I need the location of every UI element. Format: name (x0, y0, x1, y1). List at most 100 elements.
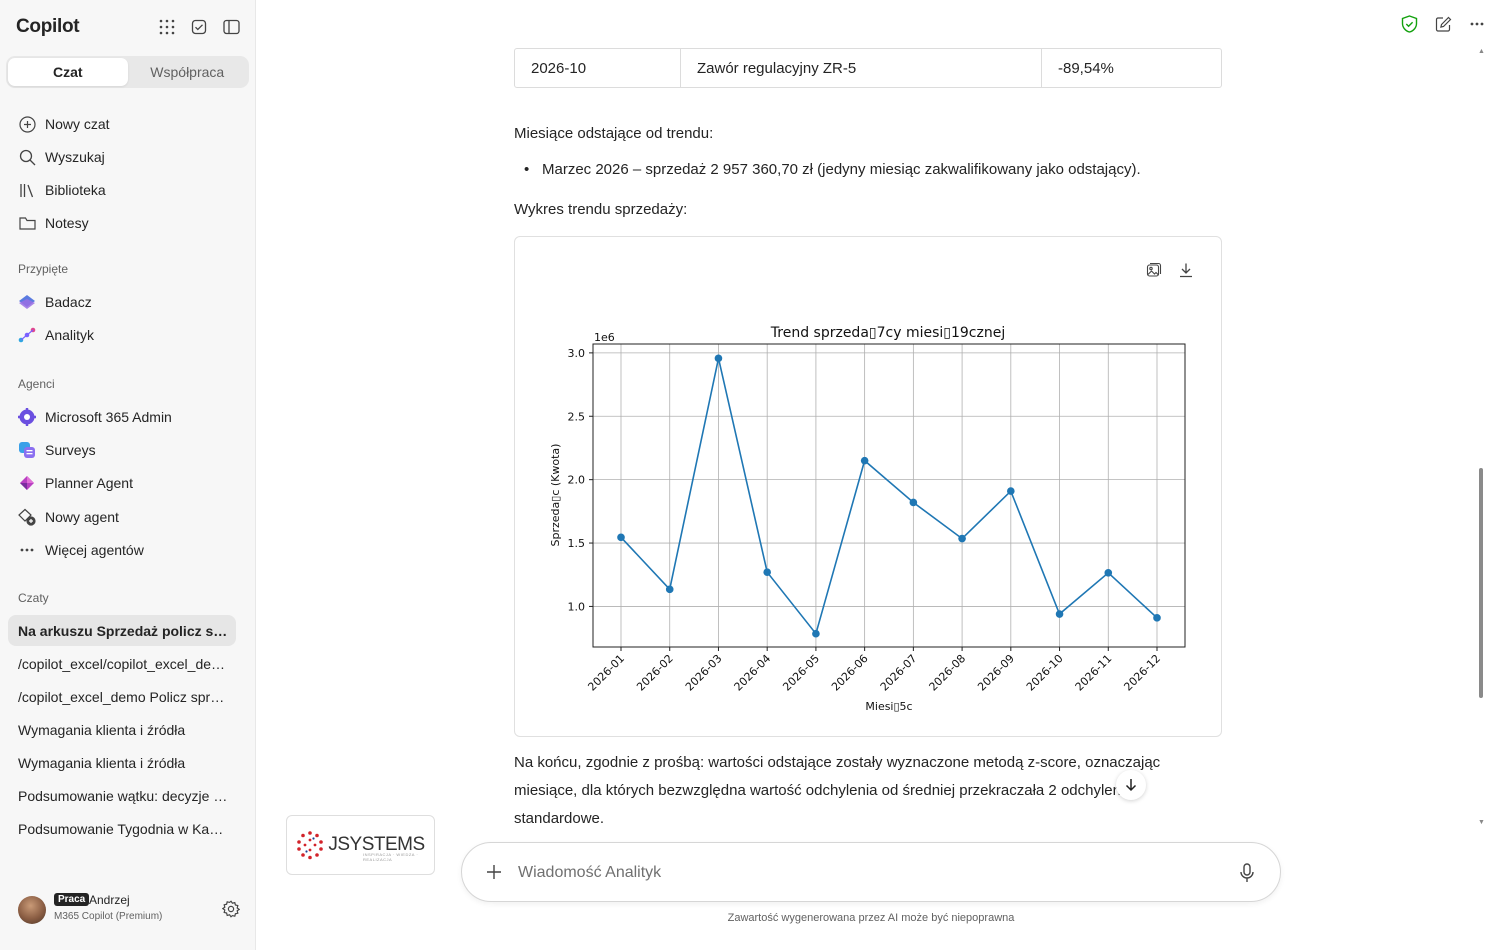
data-point-2026-10 (1055, 610, 1064, 618)
chat-item-title: Wymagania klienta i źródła (18, 754, 186, 771)
table-cell-month: 2026-10 (515, 49, 681, 87)
scrollbar-thumb[interactable] (1479, 468, 1483, 698)
pinned-item-researcher[interactable]: Badacz (8, 287, 236, 317)
data-point-2026-06 (860, 456, 869, 465)
closing-line: miesiące, dla których bezwzględna wartoś… (514, 782, 1133, 799)
chart-frame (592, 343, 1186, 648)
pinned-item-analyst[interactable]: Analityk (8, 320, 236, 350)
logo-text: JSYSTEMS (328, 834, 425, 855)
nav-label: Nowy agent (45, 509, 119, 525)
chat-item[interactable]: Wymagania klienta i źródła (8, 747, 236, 778)
data-point-2026-08 (958, 534, 966, 543)
chart-heading: Wykres trendu sprzedaży: (514, 201, 688, 218)
edit-new-icon[interactable] (1434, 15, 1452, 33)
user-name: Andrzej (89, 893, 130, 907)
chart-card-toolbar (1145, 261, 1195, 279)
apps-grid-icon[interactable] (158, 18, 176, 36)
x-tick-label: 2026-07 (878, 652, 920, 694)
agent-item-m365-admin[interactable]: Microsoft 365 Admin (8, 402, 236, 432)
agent-item-surveys[interactable]: Surveys (8, 435, 236, 465)
closing-line: standardowe. (514, 810, 605, 827)
image-copy-icon[interactable] (1145, 261, 1163, 279)
x-tick-label: 2026-04 (732, 652, 774, 694)
arrow-down-icon (1125, 779, 1137, 792)
pinned-section-label: Przypięte (18, 262, 69, 276)
data-point-2026-01 (617, 533, 625, 542)
mode-switch: Czat Współpraca (6, 56, 249, 88)
data-point-2026-11 (1104, 569, 1113, 577)
chart-offset-label: 1e6 (594, 331, 615, 344)
data-point-2026-04 (763, 568, 771, 577)
sidebar: Copilot Czat Współpraca Nowy czat Wyszuk… (0, 0, 256, 950)
x-axis: 2026-01 2026-02 2026-03 2026-04 2026-05 2026-… (585, 647, 1163, 694)
library-icon (18, 181, 36, 199)
search-icon (18, 148, 36, 166)
agents-section-label: Agenci (18, 377, 55, 391)
surveys-icon (18, 441, 36, 459)
logo-tagline: INSPIRACJA · WIEDZA · REALIZACJA (363, 852, 419, 862)
y-tick-label: 2.5 (568, 410, 586, 423)
message-input[interactable] (518, 859, 1218, 887)
chats-section-label: Czaty (18, 591, 49, 605)
planner-icon (18, 474, 36, 492)
x-tick-label: 2026-01 (585, 652, 627, 694)
chat-item-title: Podsumowanie wątku: decyzje i zadania (18, 787, 230, 804)
x-tick-label: 2026-06 (829, 652, 871, 694)
nav-label: Planner Agent (45, 475, 133, 491)
scroll-to-bottom-button[interactable] (1116, 770, 1146, 800)
settings-gear-icon[interactable] (221, 900, 241, 918)
nav-notebooks[interactable]: Notesy (8, 208, 236, 238)
shield-check-icon[interactable] (1400, 15, 1418, 33)
x-tick-label: 2026-11 (1073, 652, 1115, 694)
tab-czat[interactable]: Czat (8, 58, 128, 86)
header-toolbar (1400, 15, 1486, 33)
download-icon[interactable] (1177, 261, 1195, 279)
chat-item[interactable]: /copilot_excel/copilot_excel_demo (8, 648, 236, 679)
data-point-2026-05 (812, 629, 820, 638)
more-options-icon[interactable] (1468, 15, 1486, 33)
nav-new-chat[interactable]: Nowy czat (8, 109, 236, 139)
sidebar-toolbar (158, 18, 240, 36)
chat-item[interactable]: Podsumowanie wątku: decyzje i zadania (8, 780, 236, 811)
chat-item[interactable]: Podsumowanie Tygodnia w Kanale (8, 813, 236, 844)
outliers-heading: Miesiące odstające od trendu: (514, 125, 714, 142)
data-point-2026-07 (909, 498, 918, 507)
scroll-up-arrow-icon[interactable]: ▲ (1478, 48, 1485, 55)
researcher-icon (18, 293, 36, 311)
x-tick-label: 2026-08 (927, 652, 969, 694)
nav-label: Biblioteka (45, 182, 106, 198)
scroll-down-arrow-icon[interactable]: ▼ (1478, 819, 1485, 826)
table-cell-product: Zawór regulacyjny ZR-5 (681, 49, 1042, 87)
chat-item[interactable]: Na arkuszu Sprzedaż policz sprzedaż (8, 615, 236, 646)
data-point-2026-03 (714, 354, 723, 363)
work-badge: Praca (54, 893, 90, 906)
user-profile[interactable]: Praca Andrzej M365 Copilot (Premium) (0, 888, 256, 950)
scrollbar[interactable]: ▲ ▼ (1478, 48, 1485, 826)
nav-library[interactable]: Biblioteka (8, 175, 236, 205)
data-point-2026-12 (1153, 614, 1161, 622)
folder-icon (18, 214, 36, 232)
sidebar-toggle-icon[interactable] (222, 18, 240, 36)
admin-gear-icon (18, 408, 36, 426)
x-tick-label: 2026-10 (1024, 652, 1066, 694)
nav-label: Surveys (45, 442, 96, 458)
chat-item-title: /copilot_excel_demo Policz sprzedaż (18, 688, 230, 705)
nav-search[interactable]: Wyszukaj (8, 142, 236, 172)
chart-title: Trend sprzeda▯7cy miesi▯19cznej (770, 325, 1005, 341)
x-tick-label: 2026-05 (780, 652, 822, 694)
new-agent-icon (18, 508, 36, 526)
agent-item-planner[interactable]: Planner Agent (8, 468, 236, 498)
nav-label: Analityk (45, 327, 95, 343)
agent-item-more-agents[interactable]: Więcej agentów (8, 535, 236, 565)
microphone-icon[interactable] (1238, 862, 1258, 884)
series-points (617, 354, 1161, 638)
nav-label: Notesy (45, 215, 89, 231)
chat-item[interactable]: Wymagania klienta i źródła (8, 714, 236, 745)
chat-item[interactable]: /copilot_excel_demo Policz sprzedaż (8, 681, 236, 712)
series-line (620, 358, 1158, 636)
agent-item-new-agent[interactable]: Nowy agent (8, 502, 236, 532)
add-attachment-icon[interactable] (484, 862, 506, 884)
tasks-check-icon[interactable] (190, 18, 208, 36)
tab-wspolpraca[interactable]: Współpraca (150, 64, 225, 80)
y-axis-label: Sprzeda▯c (Kwota) (549, 444, 562, 547)
